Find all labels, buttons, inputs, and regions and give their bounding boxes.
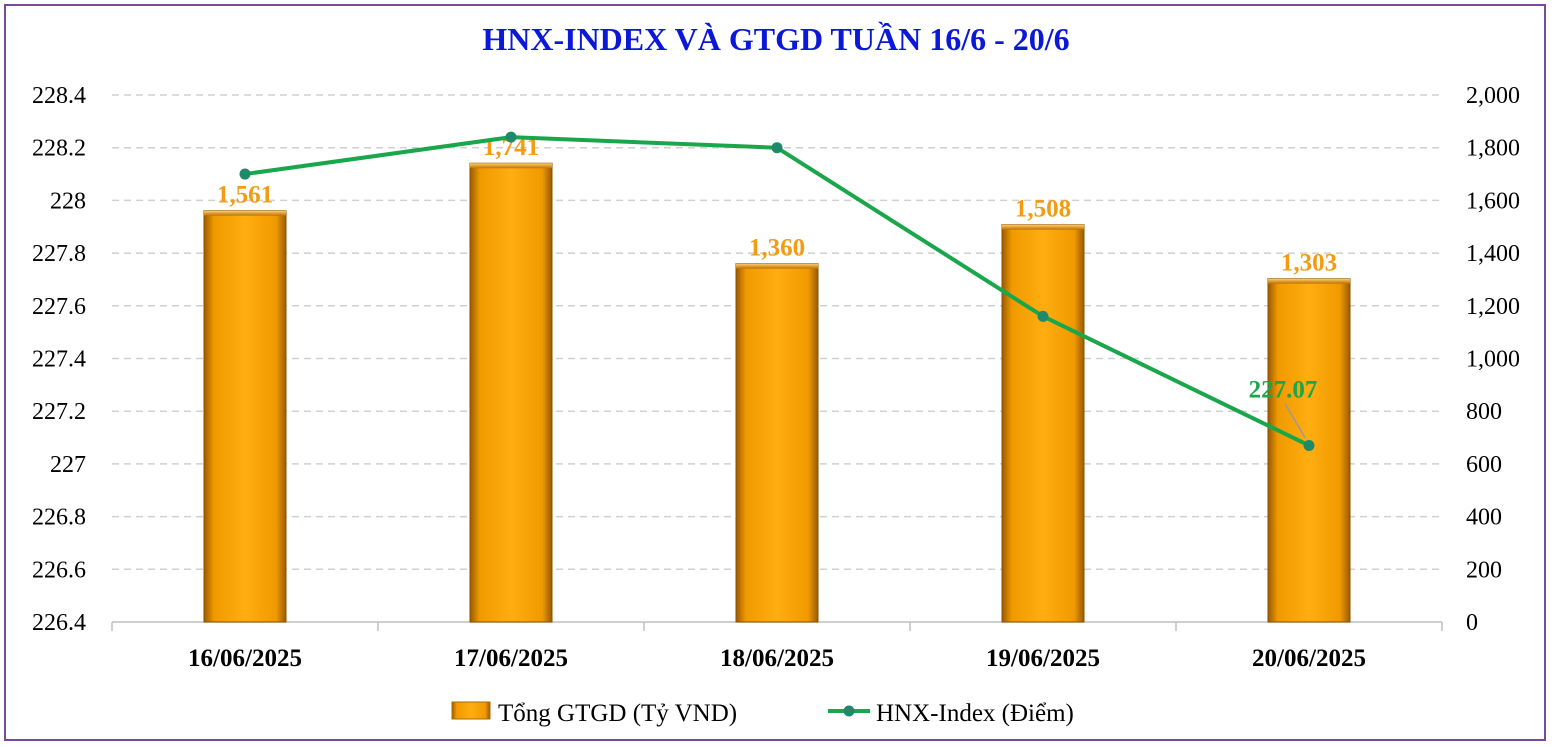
- bar-value-label: 1,303: [1281, 250, 1337, 277]
- right-tick-label: 1,200: [1466, 294, 1520, 320]
- right-tick-label: 1,400: [1466, 241, 1520, 267]
- right-axis: 2,000 1,800 1,600 1,400 1,200 1,000 800 600 400 2…: [1466, 83, 1520, 636]
- category-label: 18/06/2025: [720, 645, 834, 672]
- bar-top-bevel: [736, 263, 818, 269]
- legend: Tổng GTGD (Tỷ VND) HNX-Index (Điểm): [451, 700, 1074, 727]
- right-tick-label: 200: [1466, 557, 1502, 583]
- left-tick-label: 227.6: [32, 294, 86, 320]
- bar: [469, 162, 553, 623]
- category-label: 17/06/2025: [454, 645, 568, 672]
- line-series: 227.07: [239, 131, 1318, 451]
- bar-top-bevel: [1002, 224, 1084, 230]
- legend-line-marker: [843, 705, 855, 717]
- left-tick-label: 228.4: [32, 83, 86, 109]
- left-tick-label: 226.6: [32, 557, 86, 583]
- line-value-label: 227.07: [1249, 376, 1318, 403]
- line-point: [505, 131, 517, 143]
- bar-top-bevel: [204, 210, 286, 216]
- bar-top-bevel: [470, 163, 552, 169]
- legend-bar-swatch: [451, 701, 491, 720]
- right-tick-label: 1,600: [1466, 188, 1520, 214]
- left-axis: 228.4 228.2 228 227.8 227.6 227.4 227.2 227 226.…: [32, 83, 86, 636]
- bar-top-bevel: [1268, 278, 1350, 284]
- left-tick-label: 226.8: [32, 505, 86, 531]
- bar: [203, 210, 287, 623]
- left-tick-label: 227.2: [32, 399, 86, 425]
- right-tick-label: 800: [1466, 399, 1502, 425]
- line-label-leader: [1284, 403, 1306, 438]
- line-point: [771, 142, 783, 154]
- bar-value-label: 1,508: [1015, 196, 1071, 223]
- left-tick-label: 227: [50, 452, 86, 478]
- bar-value-label: 1,561: [217, 182, 273, 209]
- left-tick-label: 226.4: [32, 610, 86, 636]
- bar-value-label: 1,360: [749, 235, 805, 262]
- x-axis-ticks: [111, 622, 1443, 631]
- line-point: [1303, 439, 1315, 451]
- right-tick-label: 1,800: [1466, 136, 1520, 162]
- category-label: 20/06/2025: [1252, 645, 1366, 672]
- bar: [1001, 224, 1085, 623]
- right-tick-label: 600: [1466, 452, 1502, 478]
- category-label: 16/06/2025: [188, 645, 302, 672]
- left-tick-label: 227.8: [32, 241, 86, 267]
- right-tick-label: 0: [1466, 610, 1478, 636]
- bar: [735, 263, 819, 623]
- left-tick-label: 227.4: [32, 347, 86, 373]
- line-point: [1037, 310, 1049, 322]
- right-tick-label: 2,000: [1466, 83, 1520, 109]
- line-point: [239, 168, 251, 180]
- chart-title: HNX-INDEX VÀ GTGD TUẦN 16/6 - 20/6: [482, 21, 1069, 57]
- legend-line-label: HNX-Index (Điểm): [876, 700, 1074, 727]
- category-label: 19/06/2025: [986, 645, 1100, 672]
- left-tick-label: 228.2: [32, 136, 86, 162]
- right-tick-label: 1,000: [1466, 347, 1520, 373]
- category-labels: 16/06/2025 17/06/2025 18/06/2025 19/06/2025…: [188, 645, 1366, 672]
- left-tick-label: 228: [50, 188, 86, 214]
- legend-bar-label: Tổng GTGD (Tỷ VND): [498, 700, 737, 727]
- right-tick-label: 400: [1466, 505, 1502, 531]
